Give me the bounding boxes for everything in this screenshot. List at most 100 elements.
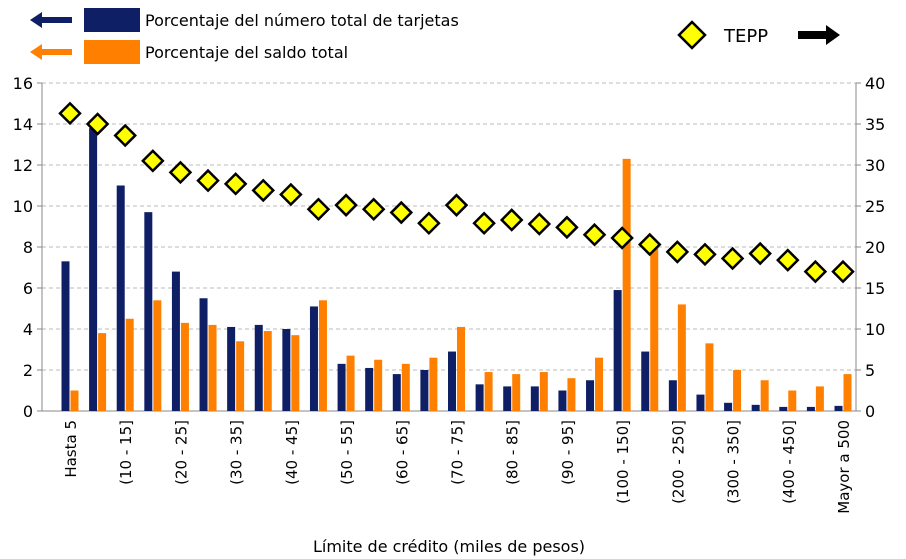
marker [831,259,855,284]
legend-arrow [30,12,72,28]
marker [334,193,358,217]
x-axis-title: Límite de crédito (miles de pesos) [313,537,585,556]
x-tick-label: (40 - 45] [283,420,301,485]
bar [374,359,383,411]
bar [144,212,153,411]
legend-label: Porcentaje del número total de tarjetas [145,11,459,30]
bar [724,402,733,411]
marker [306,197,331,222]
bar [254,324,263,411]
bar [309,306,318,411]
bar [61,261,70,411]
x-tick-label: (20 - 25] [172,420,190,485]
y2-tick-label: 5 [865,361,875,380]
legend-arrow [798,25,840,45]
marker [720,246,745,271]
bar [263,331,272,411]
bar [199,298,208,411]
bar [401,363,410,411]
x-tick-label: Mayor a 500 [835,420,853,514]
y2-tick-label: 20 [865,238,885,257]
marker [582,222,607,247]
bar [208,324,217,411]
x-tick-label: (400 - 450] [780,420,798,504]
y2-tick-label: 30 [865,156,885,175]
marker [58,101,82,126]
y-tick-label: 10 [13,197,33,216]
marker [444,193,469,217]
marker [803,259,828,284]
y2-tick-label: 10 [865,320,885,339]
legend-arrow [30,44,72,60]
x-tick-label: (80 - 85] [504,420,522,485]
marker [499,208,524,232]
marker [196,168,220,193]
bar [779,406,788,411]
y-tick-label: 8 [23,238,33,257]
bar [705,343,714,411]
legend-swatch [84,8,140,32]
x-tick-label: (70 - 75] [449,420,467,485]
marker [527,212,552,236]
bar [696,394,705,411]
bar [291,335,300,411]
marker [748,241,772,266]
x-tick-label: (50 - 55] [338,420,356,485]
marker [113,123,137,148]
x-tick-label: (10 - 15] [117,420,135,485]
x-tick-label: (60 - 65] [393,420,411,485]
bar [180,322,189,411]
x-tick-label: Hasta 5 [62,420,80,478]
bar [282,329,291,411]
bar [484,372,493,411]
bar [171,271,180,411]
bar [475,384,484,411]
bar [788,390,797,411]
legend-label: TEPP [723,26,768,47]
bar [512,374,521,411]
bar [622,158,631,411]
bar [457,326,465,411]
bar [227,326,236,411]
bar [760,380,769,411]
bar [586,380,595,411]
marker [389,200,414,225]
marker [361,197,386,222]
bar [503,386,512,411]
y-tick-label: 4 [23,320,33,339]
bar [613,290,622,411]
bar [641,351,650,411]
y2-tick-label: 25 [865,197,885,216]
x-tick-label: (300 - 350] [725,420,743,504]
y-tick-label: 0 [23,402,33,421]
x-tick-label: (100 - 150] [614,420,632,504]
marker [665,240,690,264]
bar [530,386,539,411]
bar [558,390,567,411]
legend-label: Porcentaje del saldo total [145,43,348,62]
bar [843,374,852,411]
y2-tick-label: 35 [865,115,885,134]
bar [650,247,659,411]
bar [392,374,401,411]
x-tick-label: (90 - 95] [559,420,577,485]
y2-tick-label: 40 [865,74,885,93]
legend-swatch [84,40,140,64]
bar [98,333,107,411]
bar [89,128,98,411]
bar [70,390,79,411]
bar [365,367,374,411]
bar [346,355,355,411]
y-tick-label: 6 [23,279,33,298]
marker [168,160,193,185]
bar [116,185,125,411]
bar [337,363,346,411]
marker [555,215,579,240]
marker [251,178,276,203]
marker [472,211,496,235]
y-tick-label: 16 [13,74,33,93]
bar [668,380,677,411]
bar [677,304,686,411]
bar [429,357,438,411]
